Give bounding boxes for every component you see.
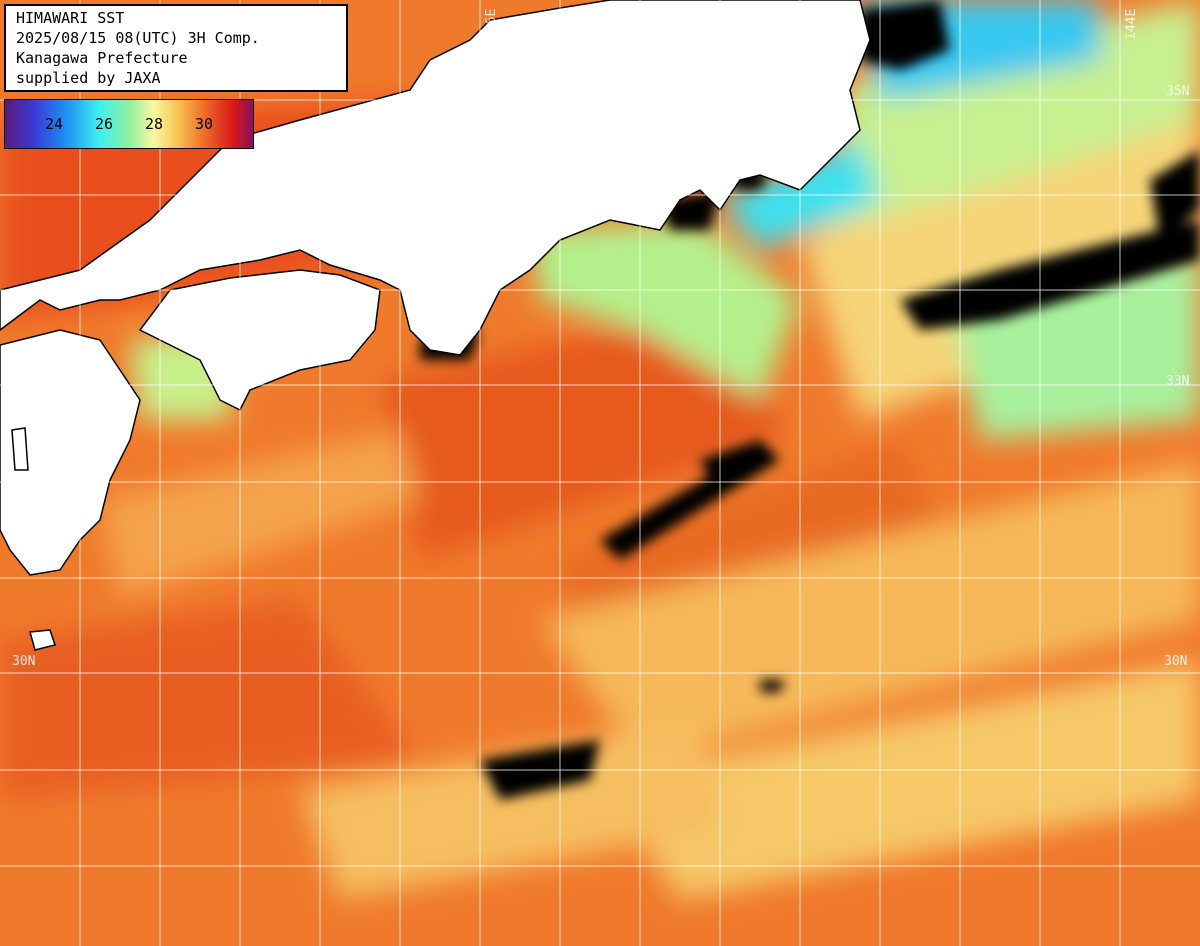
lat-label-35n-right: 35N — [1166, 84, 1190, 99]
credit-label: supplied by JAXA — [16, 69, 161, 87]
color-legend: 24 26 28 30 — [4, 99, 254, 149]
legend-tick-24: 24 — [45, 115, 64, 133]
lat-label-30n-right: 30N — [1164, 654, 1188, 669]
lon-label-136e: 136E — [484, 8, 499, 40]
lat-label-33n-right: 33N — [1166, 374, 1190, 389]
lat-label-35n-left: 35N — [10, 374, 34, 389]
info-box: HIMAWARI SST 2025/08/15 08(UTC) 3H Comp.… — [4, 4, 348, 92]
legend-tick-28: 28 — [145, 115, 164, 133]
datetime-label: 2025/08/15 08(UTC) 3H Comp. — [16, 29, 260, 47]
organization-label: Kanagawa Prefecture — [16, 49, 188, 67]
lon-label-144e: 144E — [1124, 8, 1139, 40]
legend-tick-26: 26 — [95, 115, 114, 133]
product-title: HIMAWARI SST — [16, 9, 125, 27]
legend-tick-30: 30 — [195, 115, 214, 133]
lat-label-30n-left: 30N — [12, 654, 36, 669]
